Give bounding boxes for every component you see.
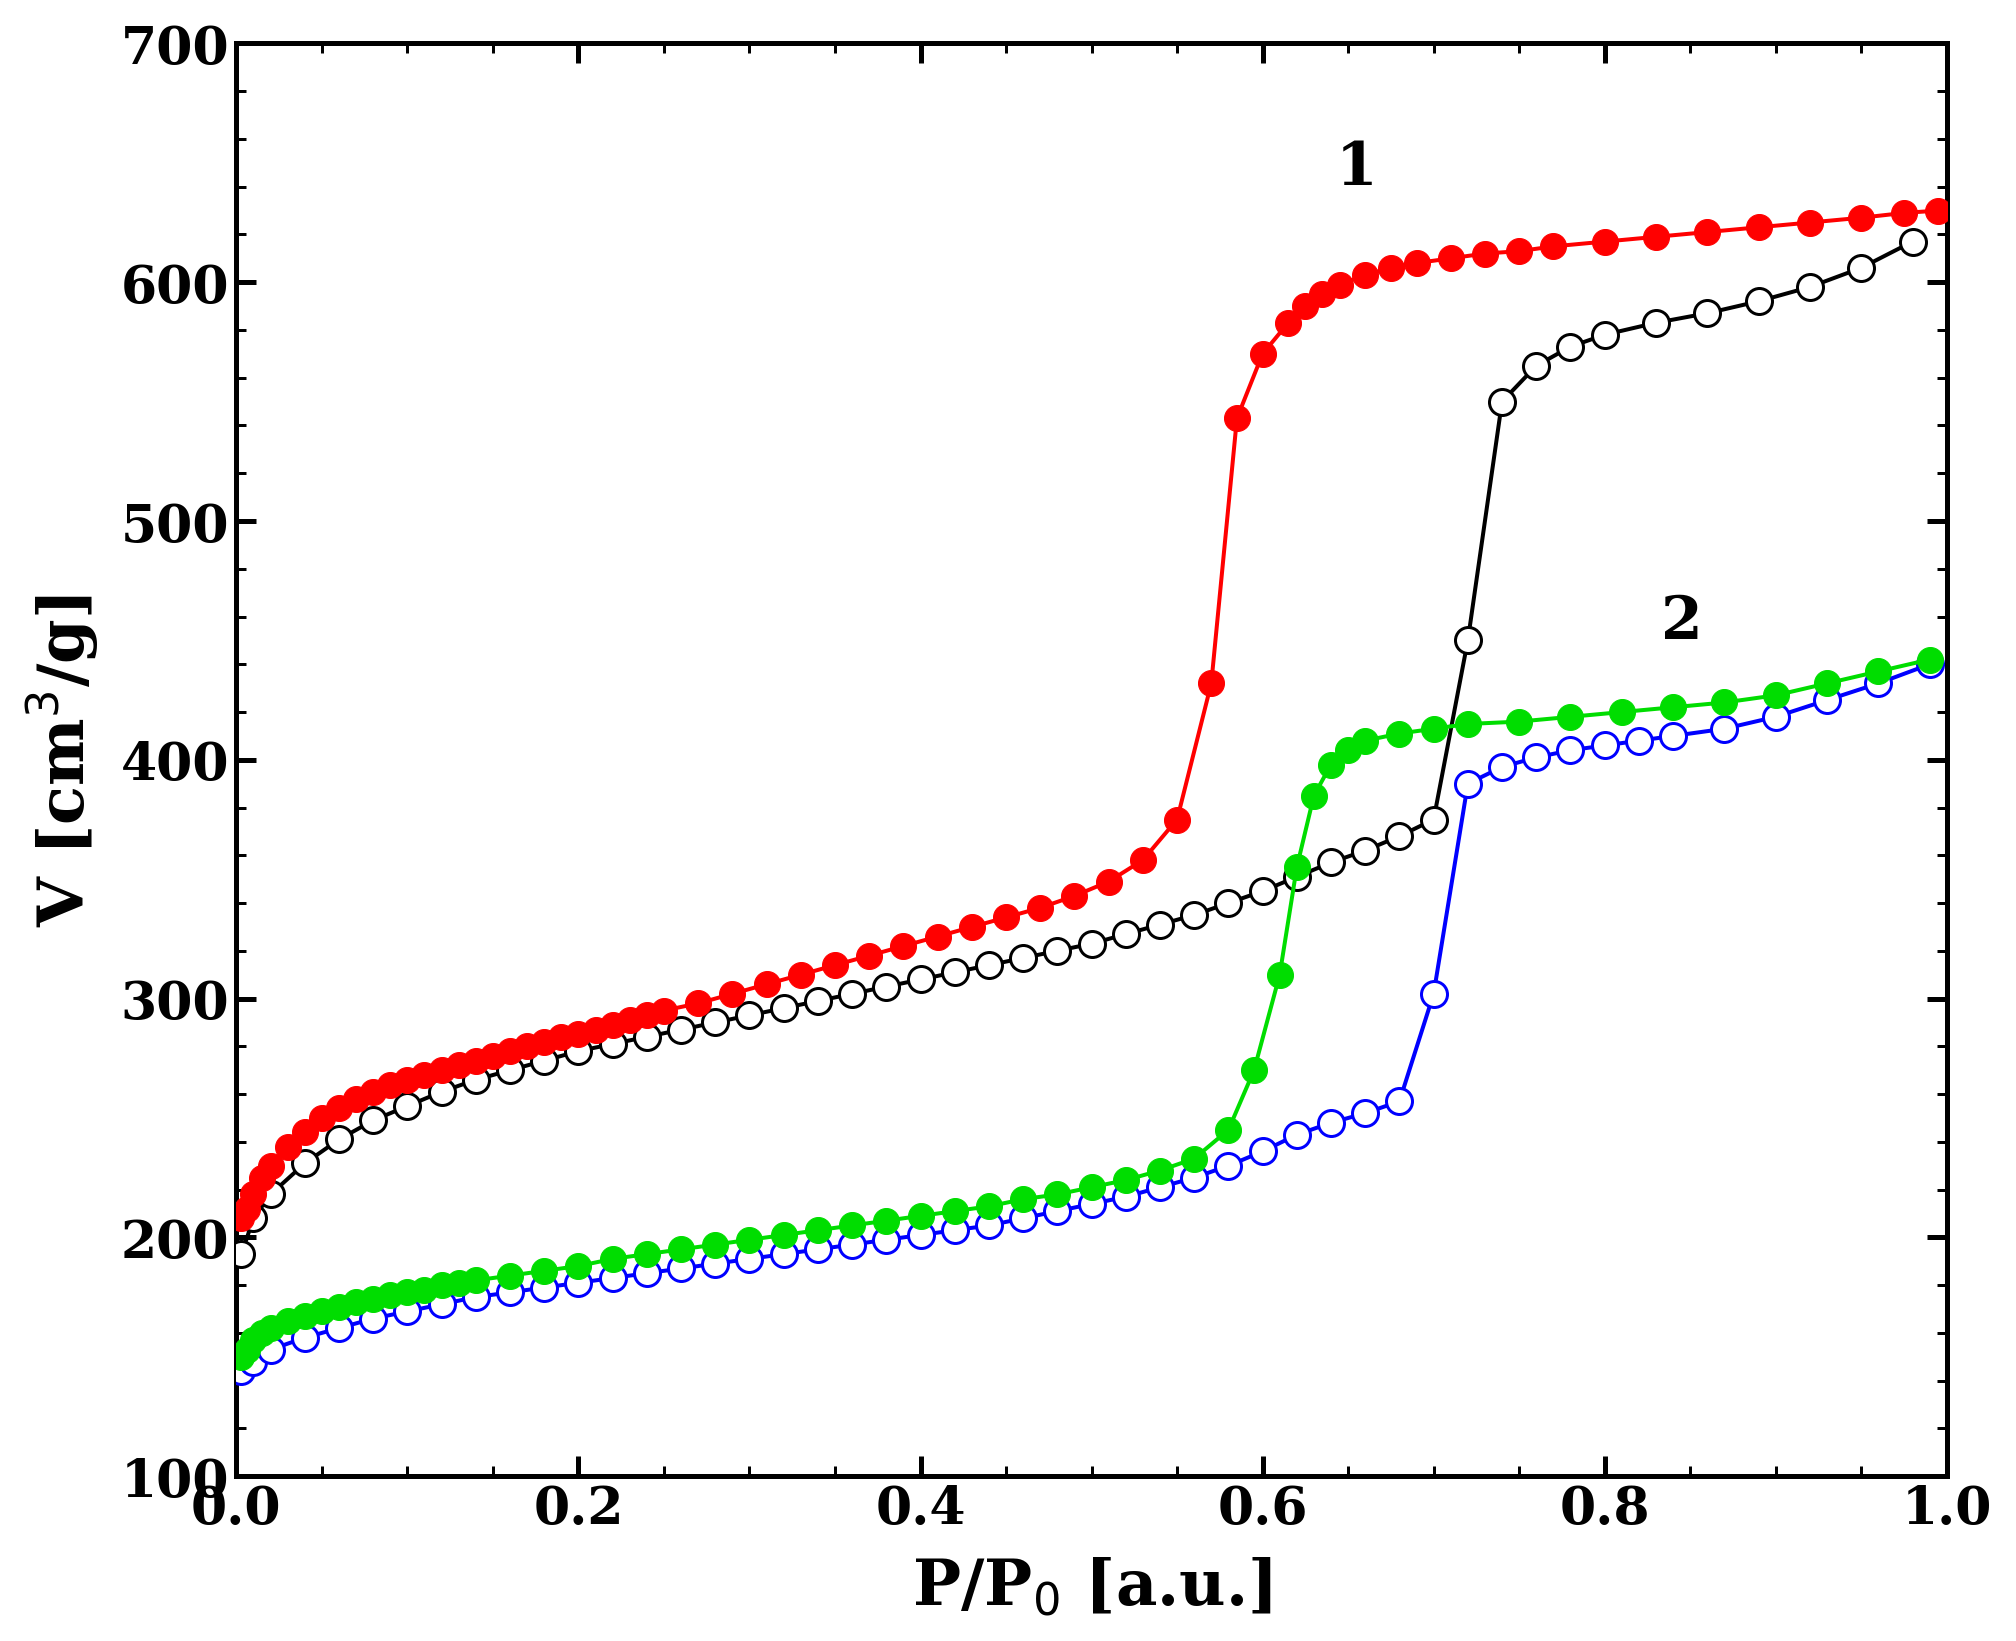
X-axis label: P/P$_0$ [a.u.]: P/P$_0$ [a.u.] [911, 1554, 1272, 1616]
Text: 1: 1 [1337, 139, 1377, 197]
Y-axis label: V [cm$^3$/g]: V [cm$^3$/g] [24, 594, 101, 926]
Text: 2: 2 [1661, 592, 1704, 651]
